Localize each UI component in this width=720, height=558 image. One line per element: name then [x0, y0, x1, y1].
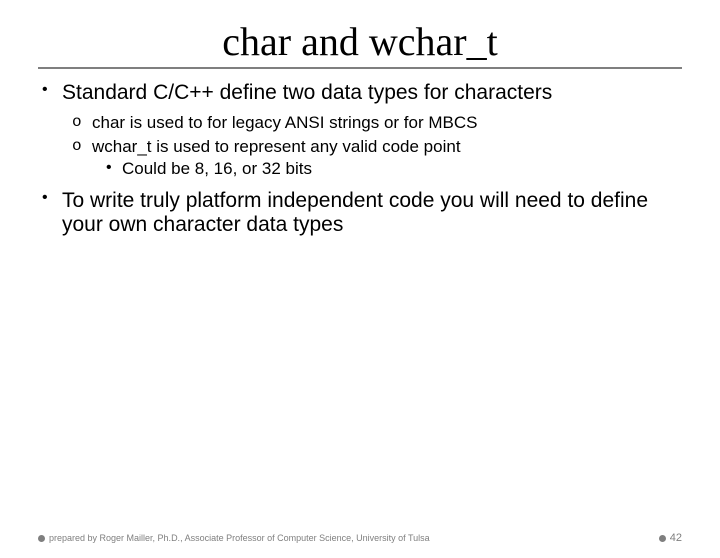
bullet-text: To write truly platform independent code… [62, 189, 648, 236]
bullet-item: Standard C/C++ define two data types for… [38, 81, 682, 179]
sub-sub-bullet-text: Could be 8, 16, or 32 bits [122, 159, 312, 178]
sub-bullet-item: char is used to for legacy ANSI strings … [62, 113, 682, 133]
footer-bullet-icon [38, 535, 45, 542]
sub-bullet-text: char is used to for legacy ANSI strings … [92, 113, 477, 132]
slide-content: Standard C/C++ define two data types for… [0, 81, 720, 237]
sub-bullet-text: wchar_t is used to represent any valid c… [92, 137, 461, 156]
footer-page-number: 42 [670, 532, 682, 544]
slide-footer: prepared by Roger Mailler, Ph.D., Associ… [0, 532, 720, 544]
footer-attribution: prepared by Roger Mailler, Ph.D., Associ… [38, 533, 430, 543]
bullet-item: To write truly platform independent code… [38, 189, 682, 237]
footer-page: 42 [659, 532, 682, 544]
slide-title: char and wchar_t [38, 18, 682, 69]
footer-left-text: prepared by Roger Mailler, Ph.D., Associ… [49, 533, 430, 543]
sub-sub-bullet-item: Could be 8, 16, or 32 bits [92, 159, 682, 179]
bullet-text: Standard C/C++ define two data types for… [62, 81, 552, 104]
footer-bullet-icon [659, 535, 666, 542]
sub-bullet-item: wchar_t is used to represent any valid c… [62, 137, 682, 179]
